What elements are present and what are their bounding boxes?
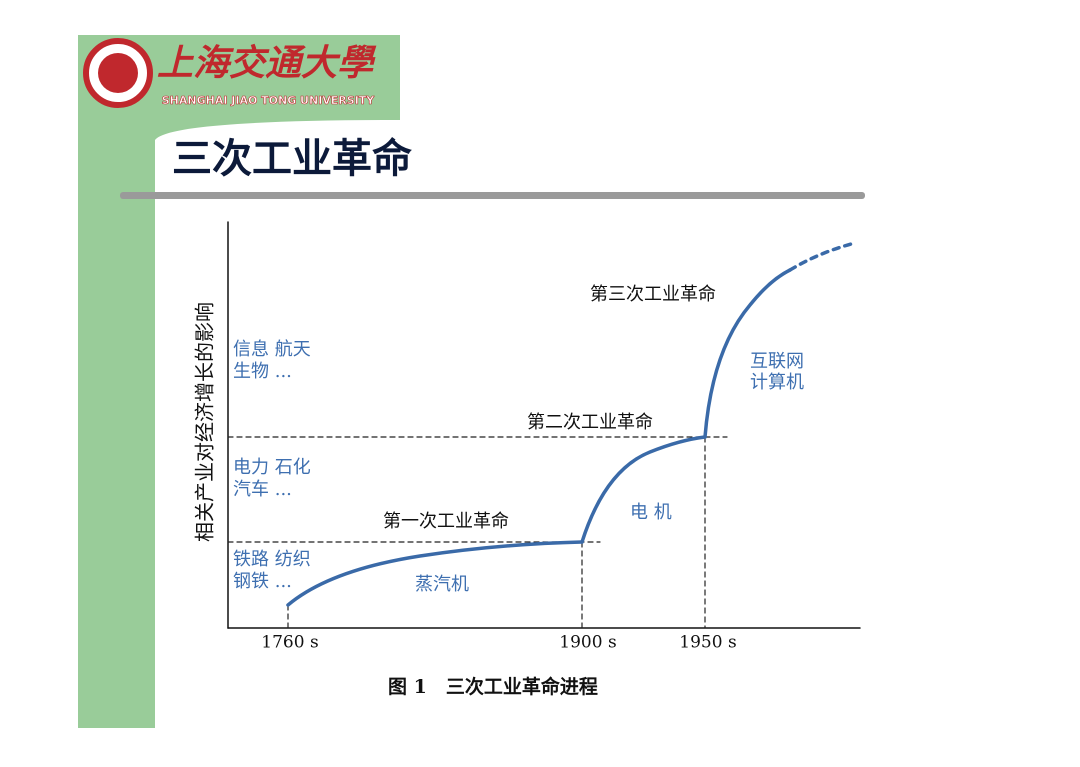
- curve: [580, 435, 707, 544]
- logo-name: 上海交通大學: [157, 42, 377, 84]
- side-band: [78, 35, 155, 728]
- x-label: 1900 s: [559, 633, 616, 653]
- y-axis-label: 相关产业对经济增长的影响: [193, 302, 217, 542]
- technology-label: 蒸汽机: [415, 574, 469, 595]
- revolution-label: 第一次工业革命: [383, 511, 509, 532]
- industry-label: 电力 石化: [233, 457, 311, 478]
- corner: [155, 112, 400, 140]
- industry-label: 钢铁 ...: [233, 571, 292, 592]
- title-rule: [120, 192, 865, 199]
- x-label: 1950 s: [679, 633, 736, 653]
- technology-label: 计算机: [750, 372, 804, 393]
- figure-caption: 图 1 三次工业革命进程: [388, 675, 598, 698]
- industry-label: 信息 航天: [233, 339, 311, 360]
- revolution-label: 第三次工业革命: [590, 284, 716, 305]
- curve: [286, 540, 584, 607]
- slide-title: 三次工业革命: [172, 135, 412, 182]
- technology-label: 电 机: [630, 502, 672, 523]
- logo-emblem-inner: [98, 53, 138, 93]
- figure: 相关产业对经济增长的影响 1760 s 1900 s 1950 s 第一次工业革…: [193, 221, 861, 698]
- technology-label: 互联网: [750, 351, 804, 372]
- industry-label: 生物 ...: [233, 361, 292, 382]
- x-label: 1760 s: [261, 633, 318, 653]
- logo-english: SHANGHAI JIAO TONG UNIVERSITY: [162, 94, 376, 107]
- industry-label: 铁路 纺织: [233, 549, 311, 570]
- curve-future: [788, 241, 857, 272]
- industry-label: 汽车 ...: [233, 479, 292, 500]
- curve: [703, 268, 792, 439]
- revolution-label: 第二次工业革命: [527, 412, 653, 433]
